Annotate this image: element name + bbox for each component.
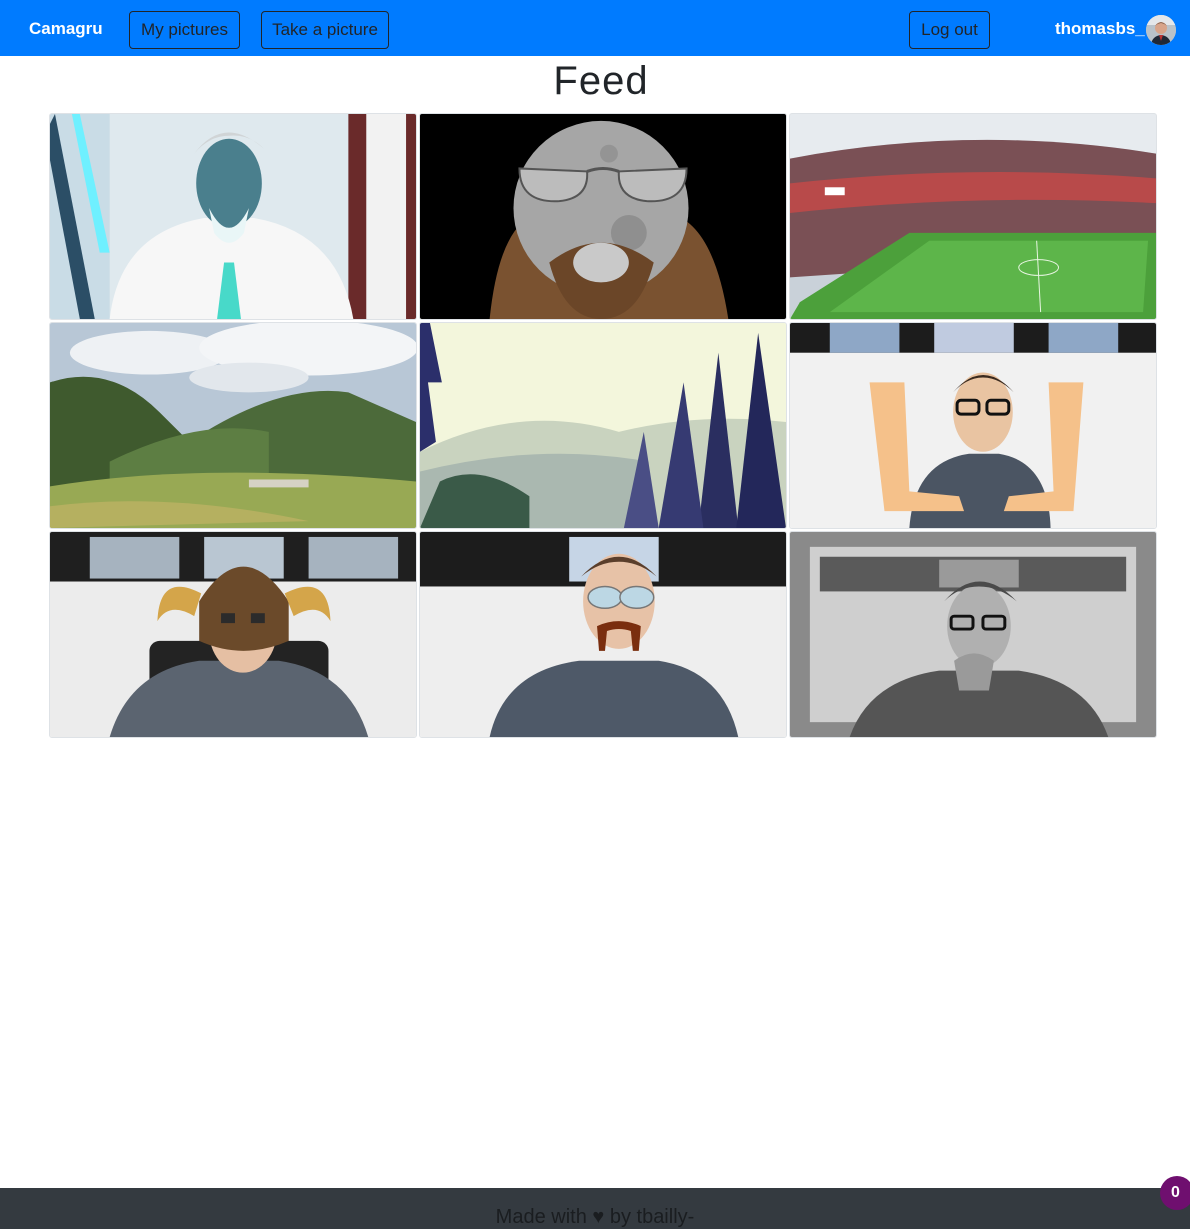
feed-picture[interactable] <box>419 113 787 320</box>
footer-text: Made with ♥ by tbailly- <box>496 1206 695 1228</box>
heart-icon: ♥ <box>592 1206 605 1228</box>
brand-link[interactable]: Camagru <box>29 19 103 38</box>
feed-picture[interactable] <box>789 113 1157 320</box>
page-title: Feed <box>553 59 649 103</box>
username-link[interactable]: thomasbs_ <box>1055 19 1145 38</box>
footer-author: by tbailly- <box>609 1206 695 1228</box>
notification-badge[interactable]: 0 <box>1160 1176 1190 1210</box>
my-pictures-button[interactable]: My pictures <box>129 11 240 49</box>
feed-picture[interactable] <box>49 531 417 738</box>
avatar[interactable] <box>1146 15 1176 45</box>
feed-picture[interactable] <box>419 322 787 529</box>
navbar: Camagru My pictures Take a picture Log o… <box>0 0 1190 56</box>
footer: Made with ♥ by tbailly- <box>0 1188 1190 1229</box>
footer-prefix: Made with <box>495 1206 587 1228</box>
feed-picture[interactable] <box>789 531 1157 738</box>
feed-picture[interactable] <box>49 113 417 320</box>
feed-picture[interactable] <box>789 322 1157 529</box>
logout-button[interactable]: Log out <box>909 11 990 49</box>
take-picture-button[interactable]: Take a picture <box>261 11 389 49</box>
feed-picture[interactable] <box>419 531 787 738</box>
feed-picture[interactable] <box>49 322 417 529</box>
